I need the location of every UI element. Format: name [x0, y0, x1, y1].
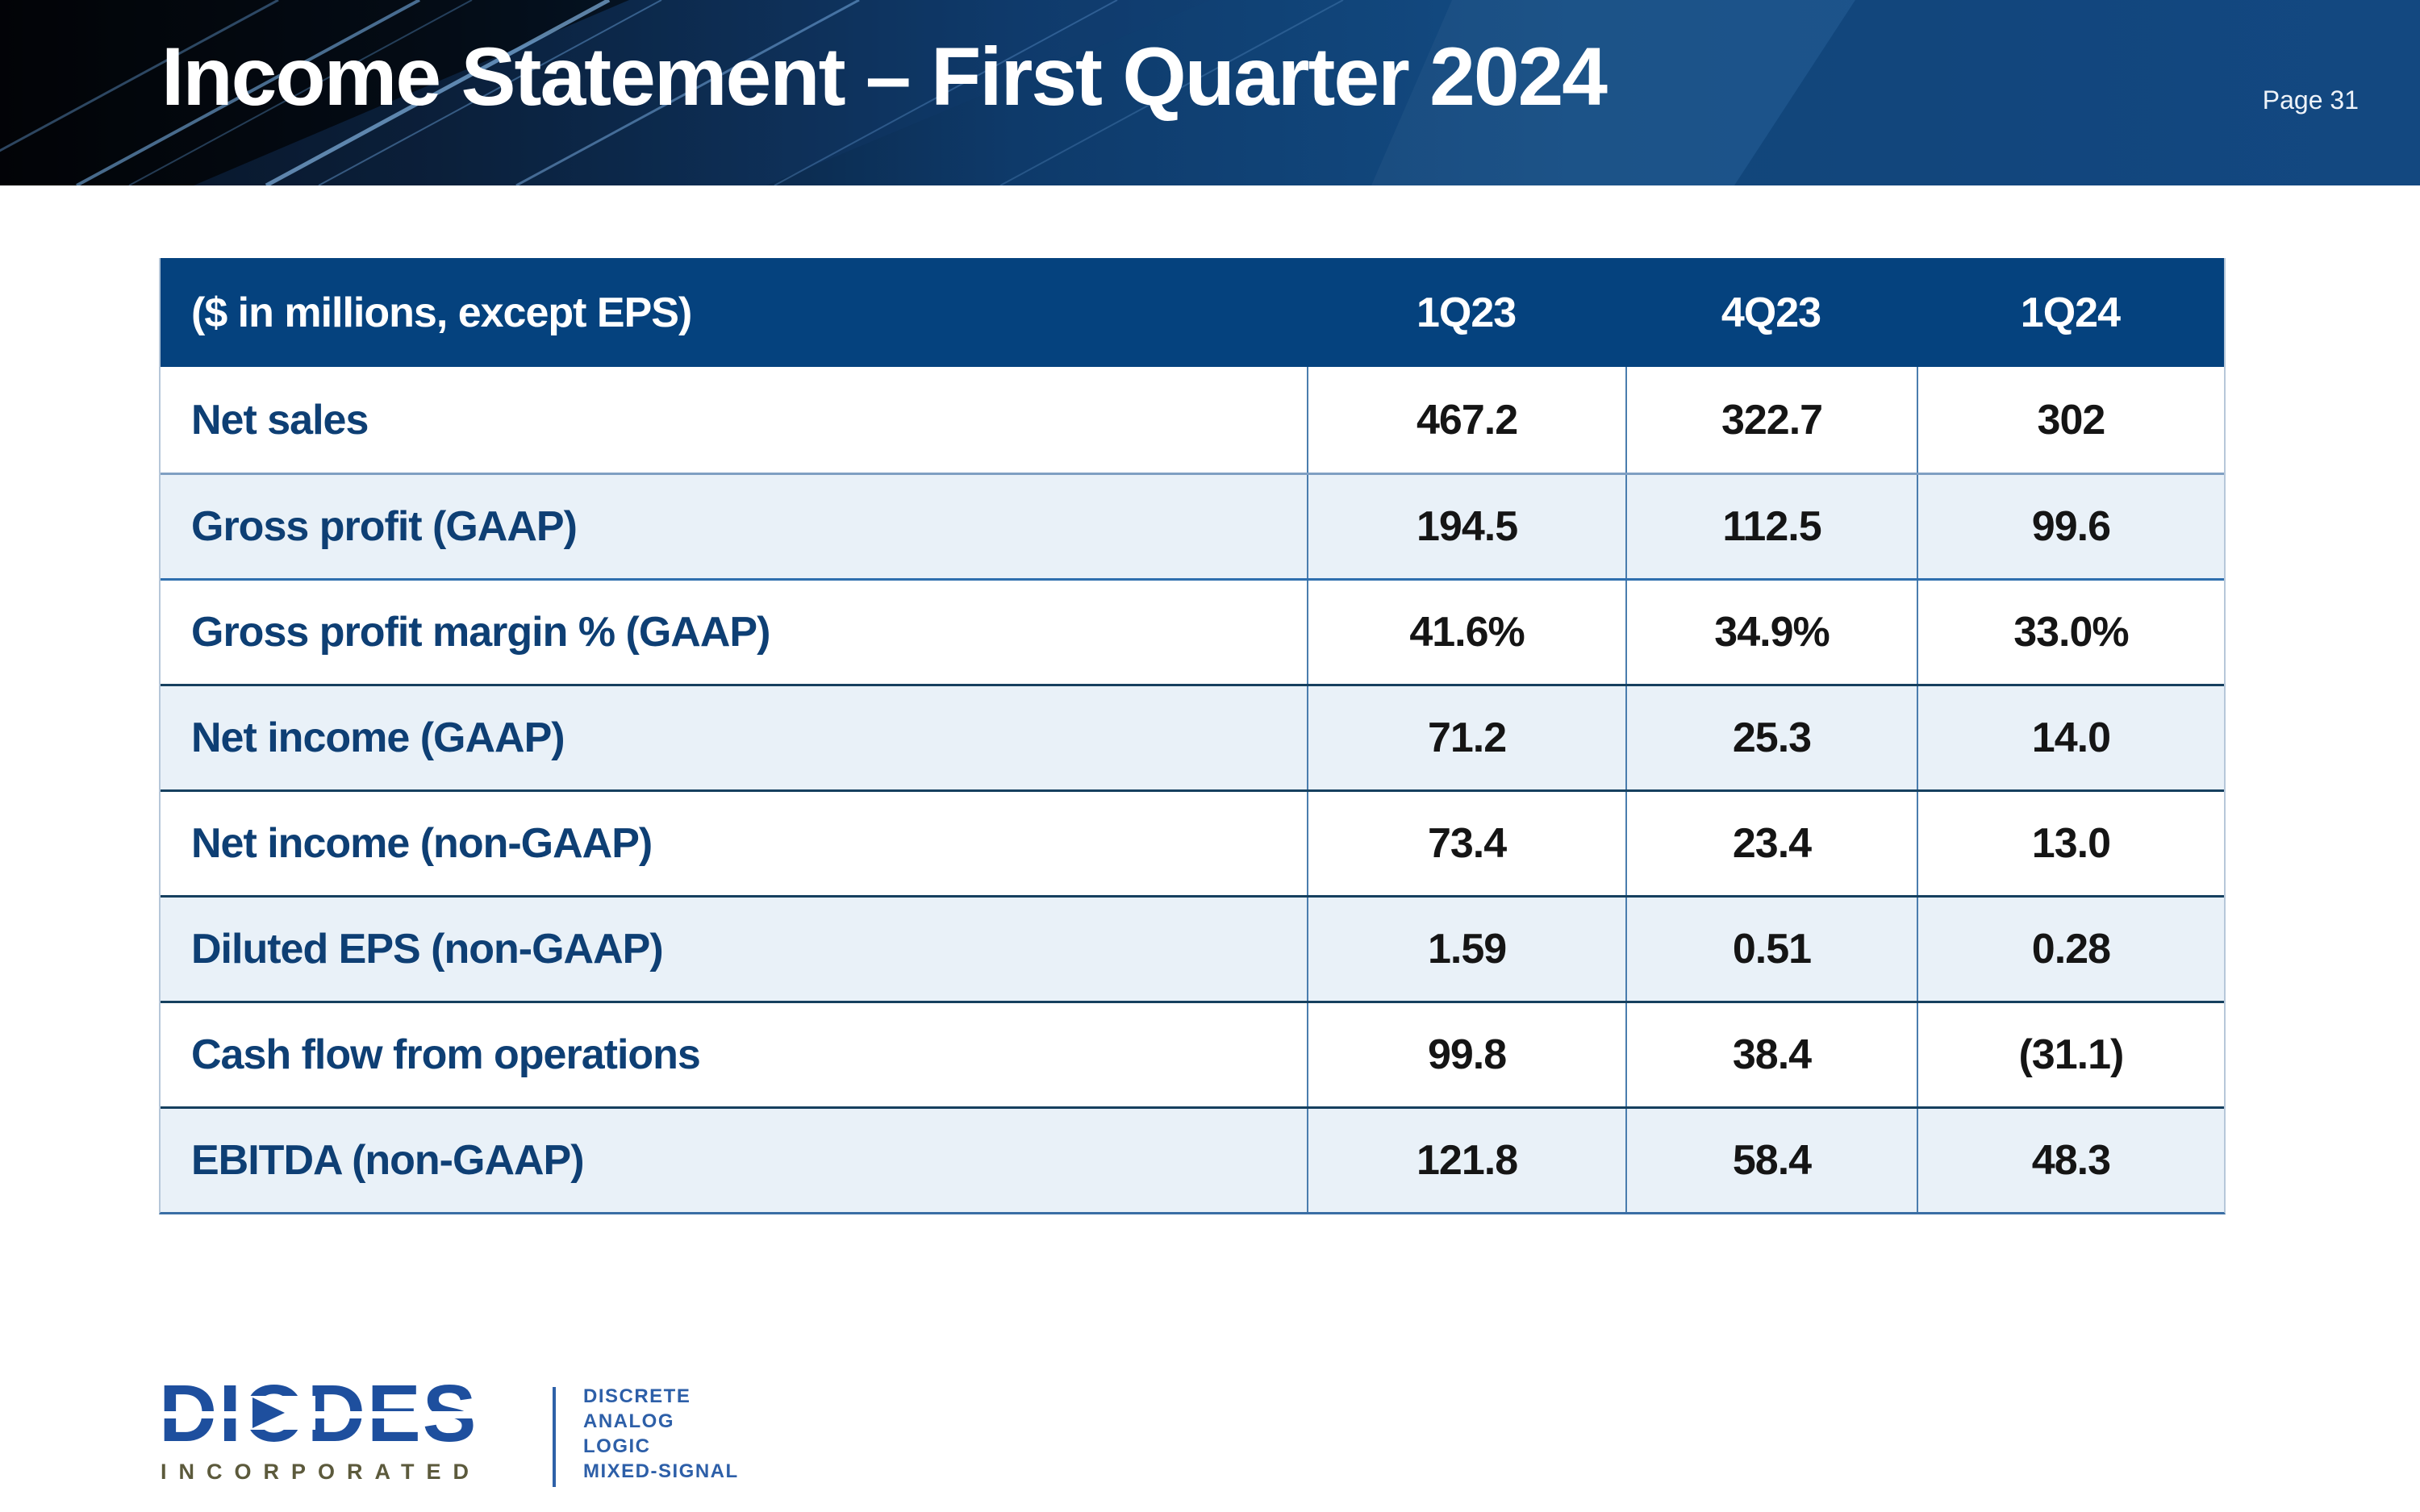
row-label: Diluted EPS (non-GAAP): [191, 926, 664, 973]
logo-divider: [553, 1387, 556, 1487]
tagline-logic: LOGIC: [583, 1435, 651, 1457]
row-value-1q23: 194.5: [1306, 475, 1625, 578]
table-caption: ($ in millions, except EPS): [191, 289, 692, 336]
diodes-wordmark: DIODES INCORPORATED: [159, 1373, 498, 1484]
row-value-1q24: 13.0: [1916, 792, 2224, 895]
row-label: Gross profit (GAAP): [191, 503, 578, 550]
table-row: Net income (non-GAAP) 73.4 23.4 13.0: [161, 789, 2224, 895]
row-value-1q23: 71.2: [1306, 686, 1625, 789]
table-row: Cash flow from operations 99.8 38.4 (31.…: [161, 1001, 2224, 1106]
row-value-4q23: 112.5: [1625, 475, 1917, 578]
table-row: Gross profit (GAAP) 194.5 112.5 99.6: [161, 473, 2224, 578]
row-value-1q24: 302: [1916, 367, 2224, 473]
table-row: Net income (GAAP) 71.2 25.3 14.0: [161, 684, 2224, 789]
row-label: Net income (non-GAAP): [191, 820, 653, 867]
row-value-1q24: 14.0: [1916, 686, 2224, 789]
diodes-logo-line: [159, 1411, 498, 1418]
row-value-4q23: 23.4: [1625, 792, 1917, 895]
table-body: Net sales 467.2 322.7 302 Gross profit (…: [161, 367, 2224, 1212]
incorporated-text: INCORPORATED: [161, 1460, 482, 1484]
diodes-logo: DIODES INCORPORATED DISCRETE ANALOG LOGI…: [159, 1373, 820, 1502]
column-header-1q24: 1Q24: [2020, 289, 2121, 336]
table-row: Gross profit margin % (GAAP) 41.6% 34.9%…: [161, 578, 2224, 684]
column-header-4q23: 4Q23: [1721, 289, 1821, 336]
row-label: Cash flow from operations: [191, 1031, 701, 1078]
table-header-row: ($ in millions, except EPS) 1Q23 4Q23 1Q…: [161, 258, 2224, 367]
logo-tagline: DISCRETE ANALOG LOGIC MIXED-SIGNAL: [583, 1387, 739, 1481]
row-value-1q23: 99.8: [1306, 1003, 1625, 1106]
row-label: Net income (GAAP): [191, 714, 565, 761]
header-texture: [0, 0, 2420, 185]
income-statement-table: ($ in millions, except EPS) 1Q23 4Q23 1Q…: [159, 258, 2226, 1214]
row-value-4q23: 34.9%: [1625, 581, 1917, 684]
row-value-1q24: (31.1): [1916, 1003, 2224, 1106]
row-value-1q24: 0.28: [1916, 898, 2224, 1001]
row-value-1q24: 99.6: [1916, 475, 2224, 578]
row-value-4q23: 25.3: [1625, 686, 1917, 789]
table-row: Net sales 467.2 322.7 302: [161, 367, 2224, 473]
diodes-arrow-icon: [252, 1397, 285, 1428]
row-value-1q23: 121.8: [1306, 1109, 1625, 1212]
tagline-discrete: DISCRETE: [583, 1385, 691, 1407]
slide-title: Income Statement – First Quarter 2024: [161, 31, 1608, 123]
slide-header: Income Statement – First Quarter 2024 Pa…: [0, 0, 2420, 185]
column-header-1q23: 1Q23: [1416, 289, 1517, 336]
tagline-mixed-signal: MIXED-SIGNAL: [583, 1460, 739, 1482]
row-value-1q23: 1.59: [1306, 898, 1625, 1001]
row-value-4q23: 58.4: [1625, 1109, 1917, 1212]
row-value-1q24: 33.0%: [1916, 581, 2224, 684]
row-value-1q24: 48.3: [1916, 1109, 2224, 1212]
tagline-analog: ANALOG: [583, 1410, 674, 1432]
table-row: Diluted EPS (non-GAAP) 1.59 0.51 0.28: [161, 895, 2224, 1001]
row-value-4q23: 0.51: [1625, 898, 1917, 1001]
row-value-1q23: 41.6%: [1306, 581, 1625, 684]
page-number: Page 31: [2262, 85, 2359, 115]
row-value-4q23: 38.4: [1625, 1003, 1917, 1106]
row-value-4q23: 322.7: [1625, 367, 1917, 473]
row-label: Net sales: [191, 396, 369, 444]
table-row: EBITDA (non-GAAP) 121.8 58.4 48.3: [161, 1106, 2224, 1212]
row-label: EBITDA (non-GAAP): [191, 1137, 585, 1184]
row-value-1q23: 467.2: [1306, 367, 1625, 473]
row-label: Gross profit margin % (GAAP): [191, 609, 770, 656]
row-value-1q23: 73.4: [1306, 792, 1625, 895]
